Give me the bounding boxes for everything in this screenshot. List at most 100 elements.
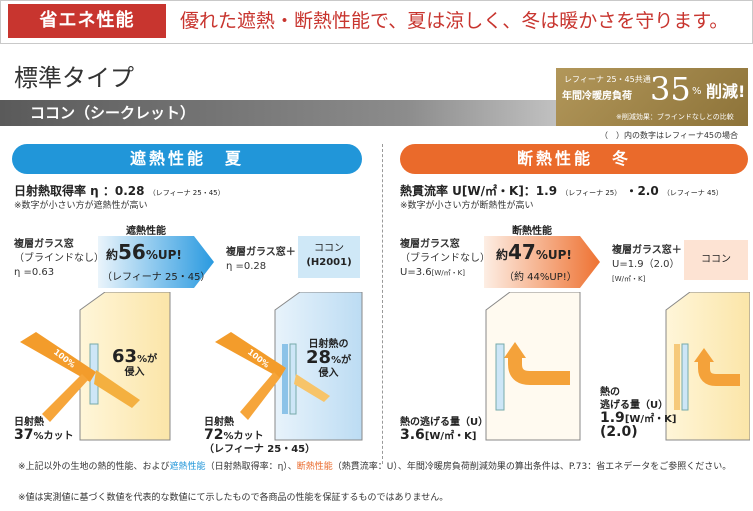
winter1-loss-value: 3.6 bbox=[400, 427, 425, 443]
summer-left-label: 複層ガラス窓 （ブラインドなし） η =0.63 bbox=[14, 238, 104, 280]
winter1-loss: 熱の逃げる量（U） 3.6[W/㎡・K] bbox=[400, 416, 488, 443]
summer-arrow-value: 56 bbox=[118, 240, 146, 264]
winter-right-label: 複層ガラス窓＋ U=1.9（2.0） [W/㎡・K] bbox=[612, 244, 682, 286]
badge-reduce: 削減! bbox=[706, 82, 746, 101]
summer2-cut-unit: %カット bbox=[223, 431, 264, 442]
winter-metric-small1: （レフィーナ 25） bbox=[561, 189, 622, 197]
paren-note: （ ）内の数字はレフィーナ45の場合 bbox=[600, 131, 739, 140]
winter-left-label3-unit: [W/㎡・K] bbox=[431, 269, 465, 277]
page-title: 標準タイプ bbox=[14, 64, 134, 92]
summer-right-label2: η =0.28 bbox=[226, 261, 267, 272]
winter2-loss-value: 1.9 bbox=[600, 410, 625, 426]
winter-metric-mid: ・2.0 bbox=[625, 184, 659, 198]
summer-right-label1: 複層ガラス窓＋ bbox=[226, 247, 296, 258]
summer2-cut-label: 日射熱 bbox=[204, 417, 234, 428]
winter-arrow: 断熱性能 約47%UP! （約 44%UP!） bbox=[484, 226, 600, 288]
badge-line1: レフィーナ 25・45共通 bbox=[564, 75, 651, 84]
summer2-cut-sub: （レフィーナ 25・45） bbox=[204, 444, 316, 455]
winter-arrow-unit: %UP! bbox=[535, 248, 572, 262]
summer-pill: 遮熱性能 夏 bbox=[12, 144, 362, 174]
winter2-loss-value2: (2.0) bbox=[600, 424, 638, 440]
winter-right-label3: [W/㎡・K] bbox=[612, 275, 646, 283]
footnote-1: ※上記以外の生地の熱的性能、および遮熱性能（日射熱取得率：η）、断熱性能（熱貫流… bbox=[18, 460, 748, 474]
summer1-cut: 日射熱 37%カット bbox=[14, 416, 74, 443]
summer2-pct-unit: %が bbox=[331, 355, 352, 366]
badge-number: 35 bbox=[650, 70, 691, 108]
summer2-pct-value: 28 bbox=[306, 347, 332, 368]
badge-line2: 年間冷暖房負荷 bbox=[562, 91, 632, 102]
winter-product-box: ココン bbox=[684, 240, 748, 280]
summer-left-label3: η =0.63 bbox=[14, 267, 55, 278]
summer-metric-text: 日射熱取得率 η ：0.28 bbox=[14, 184, 145, 198]
summer1-cut-unit: %カット bbox=[33, 431, 74, 442]
summer-arrow: 遮熱性能 約56%UP! （レフィーナ 25・45） bbox=[98, 226, 214, 288]
winter-box-line1: ココン bbox=[701, 254, 731, 265]
summer1-pct-word: 侵入 bbox=[124, 367, 145, 378]
winter-left-label3: U=3.6 bbox=[400, 267, 432, 278]
summer2-cut: 日射熱 72%カット （レフィーナ 25・45） bbox=[204, 416, 315, 456]
summer-product-box: ココン (H2001) bbox=[298, 236, 360, 278]
section-tag: 省エネ性能 bbox=[8, 4, 166, 38]
summer-note: ※数字が小さい方が遮熱性が高い bbox=[14, 201, 148, 211]
winter2-loss-label1: 熱の bbox=[600, 387, 620, 398]
summer-box-line2: (H2001) bbox=[306, 257, 352, 268]
house-summer-2 bbox=[215, 292, 363, 441]
badge-note: ※削減効果：ブラインドなしとの比較 bbox=[616, 113, 734, 121]
header-tagline: 優れた遮熱・断熱性能で、夏は涼しく、冬は暖かさを守ります。 bbox=[180, 10, 729, 32]
summer1-cut-label: 日射熱 bbox=[14, 417, 44, 428]
winter-left-label2: （ブラインドなし） bbox=[400, 253, 490, 264]
winter-left-label1: 複層ガラス窓 bbox=[400, 239, 460, 250]
summer1-cut-value: 37 bbox=[14, 427, 34, 443]
winter-left-label: 複層ガラス窓 （ブラインドなし） U=3.6[W/㎡・K] bbox=[400, 238, 490, 280]
summer-arrow-unit: %UP! bbox=[145, 248, 182, 262]
summer-metric: 日射熱取得率 η ：0.28 （レフィーナ 25・45） bbox=[14, 182, 225, 199]
house-winter-2 bbox=[665, 292, 750, 441]
winter-arrow-shape bbox=[484, 236, 600, 288]
winter2-loss-unit: [W/㎡・K] bbox=[624, 414, 677, 425]
footnote-2: ※値は実測値に基づく数値を代表的な数値にて示したもので各商品の性能を保証するもの… bbox=[18, 493, 449, 503]
summer-left-label2: （ブラインドなし） bbox=[14, 253, 104, 264]
winter-arrow-sub: （約 44%UP!） bbox=[504, 272, 577, 283]
summer-arrow-title: 遮熱性能 bbox=[126, 226, 166, 237]
summer-arrow-pre: 約 bbox=[106, 248, 119, 262]
summer-box-line1: ココン bbox=[314, 243, 344, 254]
house-summer-1 bbox=[20, 292, 171, 441]
summer2-cut-value: 72 bbox=[204, 427, 224, 443]
winter-right-label1: 複層ガラス窓＋ bbox=[612, 245, 682, 256]
column-divider bbox=[382, 144, 383, 464]
winter-right-label2: U=1.9（2.0） bbox=[612, 259, 680, 270]
winter1-loss-label: 熱の逃げる量（U） bbox=[400, 417, 489, 428]
product-subbar: ココン（シークレット） bbox=[0, 100, 580, 126]
summer-arrow-sub: （レフィーナ 25・45） bbox=[102, 272, 211, 283]
footnote1-e: （熱貫流率：U）、年間冷暖房負荷削減効果の算出条件は、P.73：省エネデータをご… bbox=[332, 462, 732, 472]
winter-arrow-pre: 約 bbox=[496, 248, 509, 262]
summer1-intrude: 63%が 侵入 bbox=[112, 348, 158, 379]
winter-arrow-title: 断熱性能 bbox=[512, 226, 552, 237]
summer1-pct-value: 63 bbox=[112, 346, 138, 367]
summer-metric-small: （レフィーナ 25・45） bbox=[148, 189, 225, 197]
winter-arrow-value: 47 bbox=[508, 240, 536, 264]
badge-percent: % bbox=[692, 86, 702, 97]
summer2-intrude: 日射熱の 28%が 侵入 bbox=[306, 338, 351, 380]
summer2-pct-word: 侵入 bbox=[318, 368, 339, 379]
winter2-loss: 熱の 逃げる量（U） 1.9[W/㎡・K] (2.0) bbox=[600, 386, 676, 440]
summer-arrow-shape bbox=[98, 236, 214, 288]
summer-right-label: 複層ガラス窓＋ η =0.28 bbox=[226, 246, 296, 274]
summer2-intro: 日射熱の bbox=[308, 339, 349, 350]
footnote1-b: 遮熱性能 bbox=[169, 462, 206, 472]
summer-arrow-main: 約56%UP! bbox=[106, 240, 182, 264]
winter-note: ※数字が小さい方が断熱性が高い bbox=[400, 201, 534, 211]
footnote1-c: （日射熱取得率：η）、 bbox=[205, 462, 297, 472]
summer1-pct-unit: %が bbox=[137, 354, 158, 365]
winter-arrow-main: 約47%UP! bbox=[496, 240, 572, 264]
house-illustrations bbox=[20, 292, 750, 441]
winter-metric-text: 熱貫流率 U[W/㎡・K]：1.9 bbox=[400, 184, 558, 198]
winter-metric: 熱貫流率 U[W/㎡・K]：1.9 （レフィーナ 25） ・2.0 （レフィーナ… bbox=[400, 182, 723, 199]
winter-pill: 断熱性能 冬 bbox=[400, 144, 748, 174]
summer-left-label1: 複層ガラス窓 bbox=[14, 239, 74, 250]
footnote1-a: ※上記以外の生地の熱的性能、および bbox=[18, 462, 170, 472]
reduction-badge: レフィーナ 25・45共通 年間冷暖房負荷 35 % 削減! ※削減効果：ブライ… bbox=[556, 68, 748, 126]
house-winter-1 bbox=[485, 292, 581, 441]
winter1-loss-unit: [W/㎡・K] bbox=[424, 431, 477, 442]
winter2-loss-label2: 逃げる量（U） bbox=[600, 400, 669, 411]
